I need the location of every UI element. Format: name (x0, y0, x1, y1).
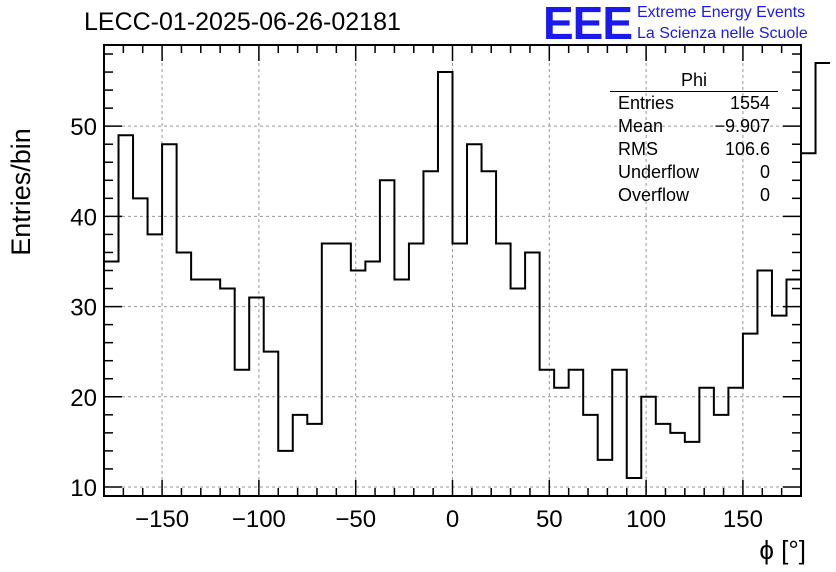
x-tick-label: −50 (335, 506, 376, 533)
stats-label: Mean (618, 116, 664, 136)
stats-label: Entries (618, 93, 675, 113)
chart-title: LECC-01-2025-06-26-02181 (84, 8, 401, 36)
stats-row-mean: Mean −9.907 (610, 115, 778, 138)
x-axis-label: ϕ [°] (759, 535, 806, 565)
x-tick-label: 100 (626, 506, 666, 533)
stats-value: 106.6 (724, 139, 770, 159)
stats-row-overflow: Overflow 0 (610, 184, 778, 207)
x-tick-label: 0 (446, 506, 459, 533)
stats-value: 0 (759, 185, 770, 205)
x-tick-label: −150 (135, 506, 189, 533)
stats-label: Overflow (618, 185, 690, 205)
y-tick-label: 40 (70, 204, 97, 231)
histogram-series (104, 62, 831, 479)
stats-title: Phi (610, 70, 778, 92)
x-tick-label: −100 (232, 506, 286, 533)
tick-labels: −150 −100 −50 0 50 100 150 10 20 30 40 50 (70, 114, 763, 533)
y-tick-label: 30 (70, 295, 97, 322)
stats-row-rms: RMS 106.6 (610, 138, 778, 161)
x-tick-label: 50 (536, 506, 563, 533)
stats-label: Underflow (618, 162, 700, 182)
stats-label: RMS (618, 139, 658, 159)
logo-line-2: La Scienza nelle Scuole (637, 25, 808, 42)
logo-line-1: Extreme Energy Events (637, 4, 806, 21)
stats-value: −9.907 (714, 116, 770, 136)
stats-value: 0 (759, 162, 770, 182)
x-tick-label: 150 (723, 506, 763, 533)
stats-box: Phi Entries 1554 Mean −9.907 RMS 106.6 Unde… (610, 70, 778, 207)
y-tick-label: 50 (70, 114, 97, 141)
y-axis-label: Entries/bin (6, 128, 36, 256)
y-tick-label: 20 (70, 385, 97, 412)
stats-row-entries: Entries 1554 (610, 92, 778, 115)
eee-logo: EEE (543, 0, 633, 49)
stats-row-underflow: Underflow 0 (610, 161, 778, 184)
y-tick-label: 10 (70, 475, 97, 502)
axis-ticks (104, 45, 801, 496)
stats-value: 1554 (729, 93, 770, 113)
plot-frame (103, 44, 802, 497)
